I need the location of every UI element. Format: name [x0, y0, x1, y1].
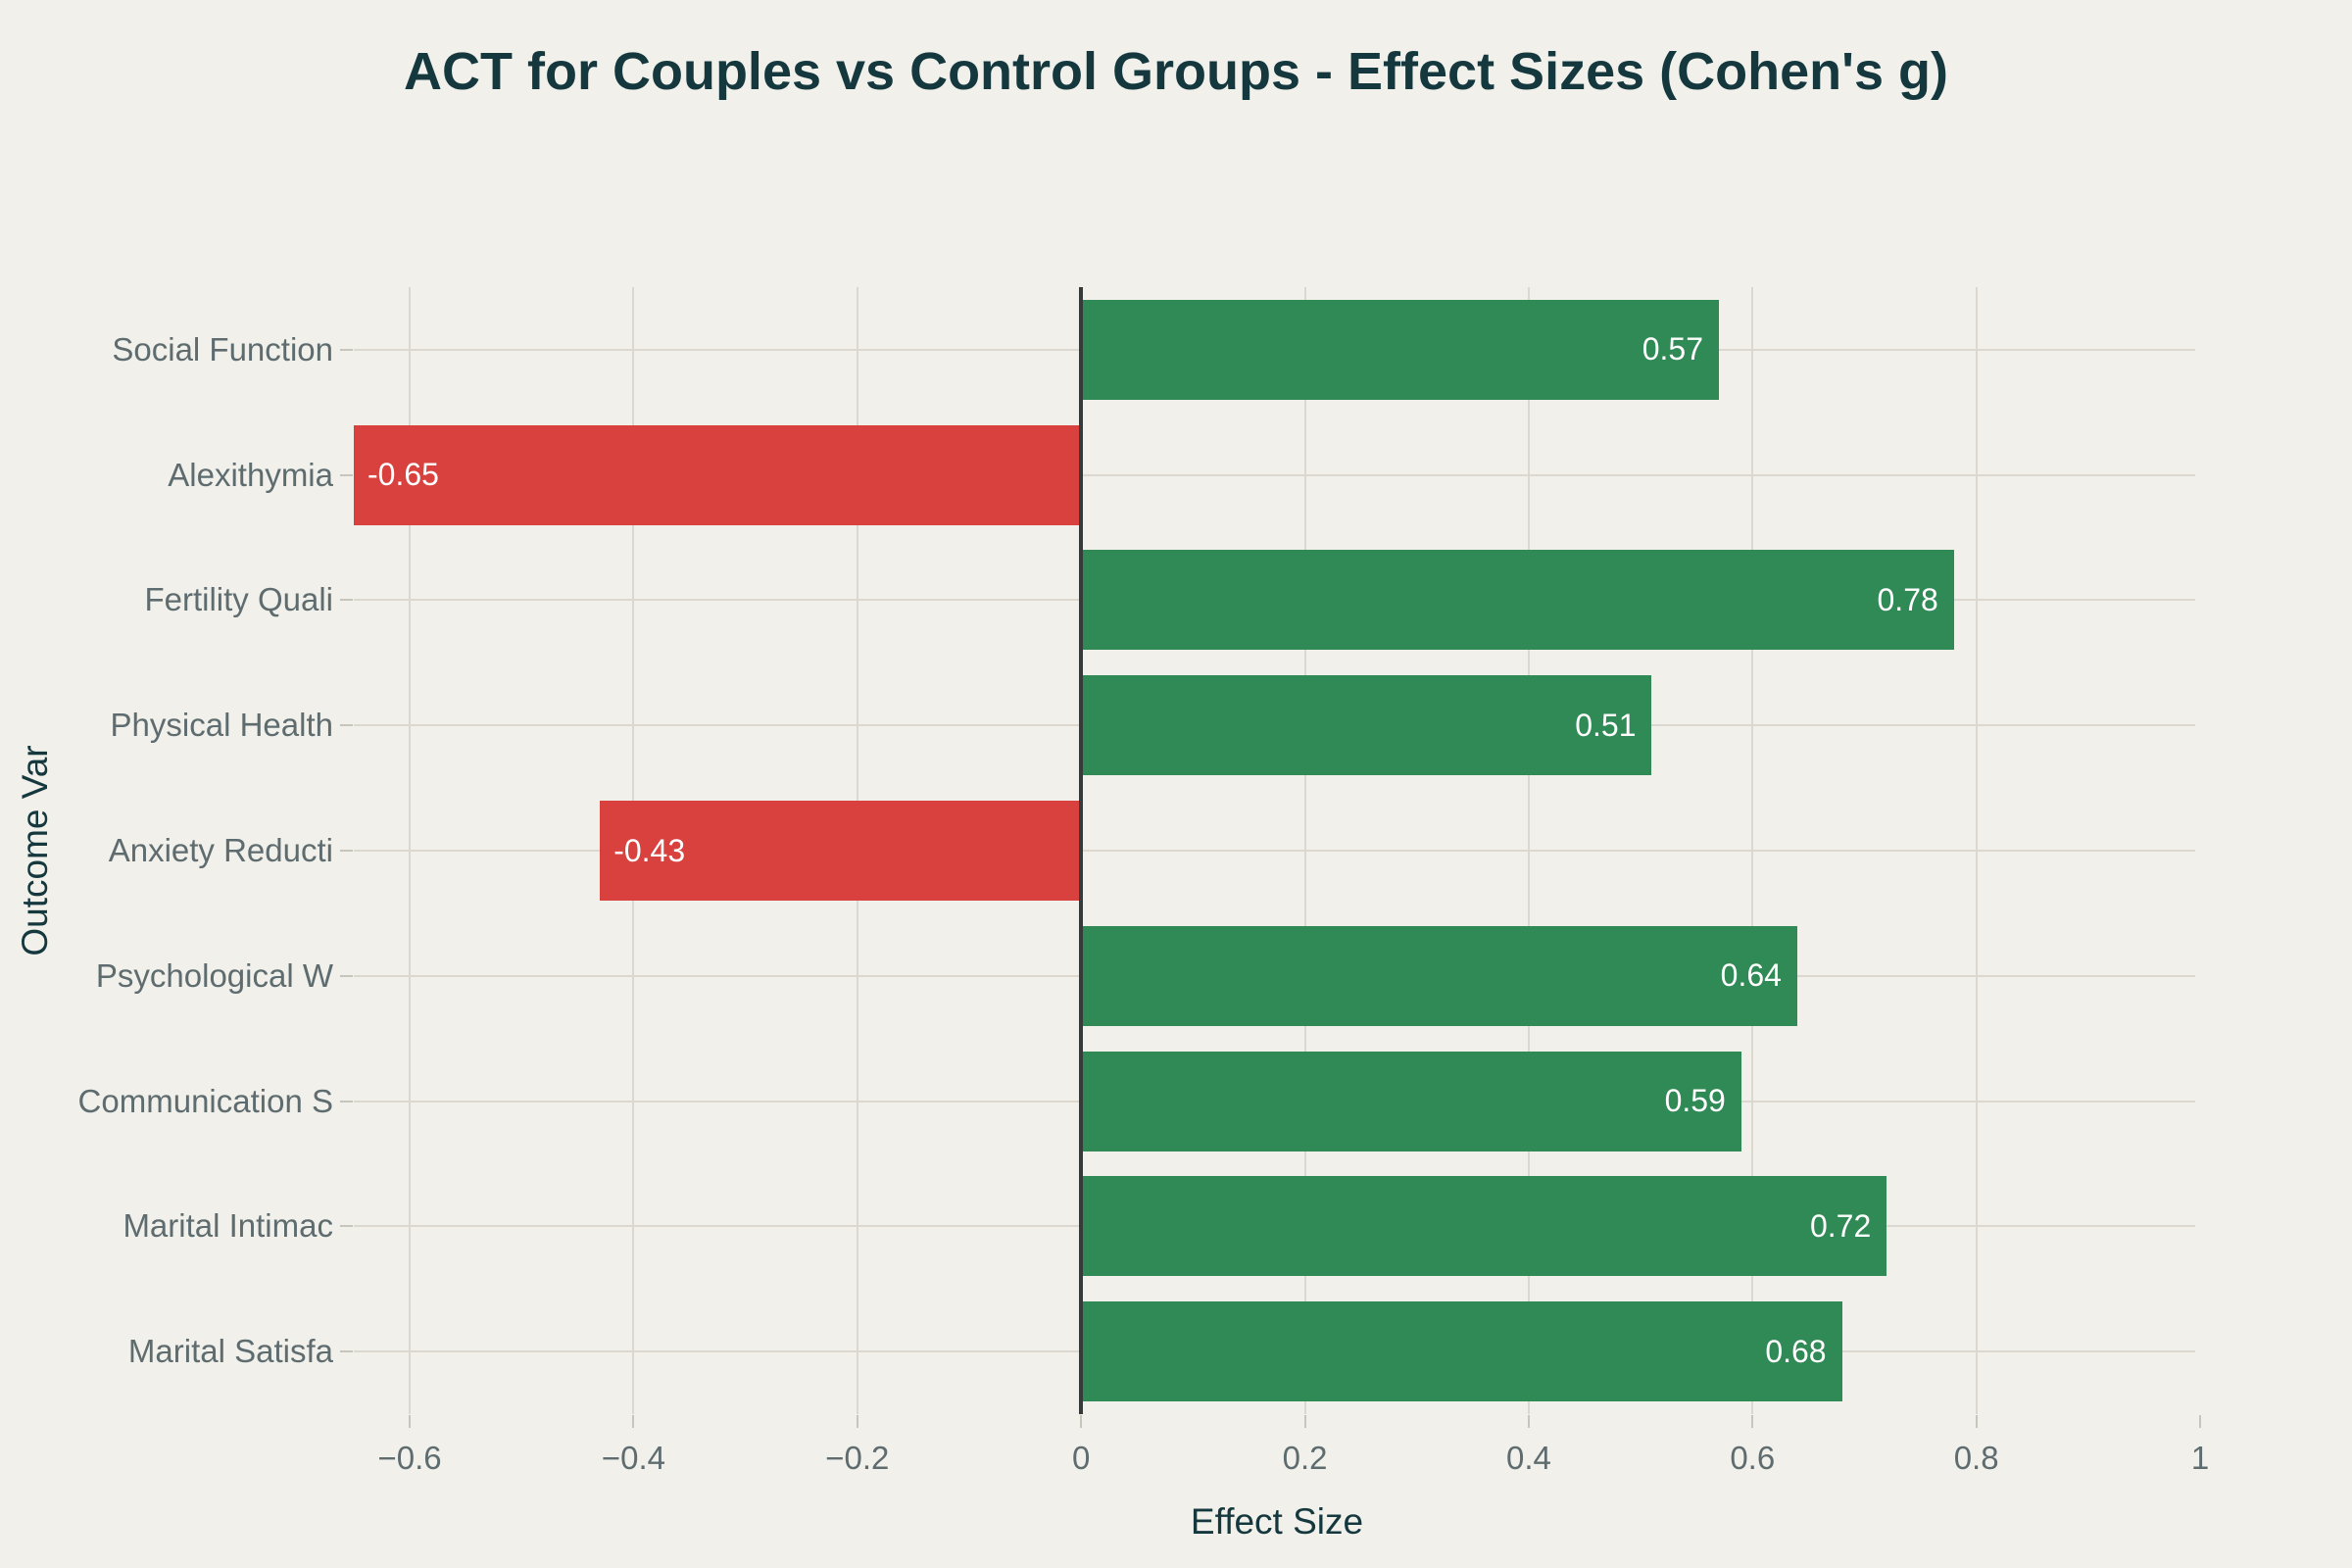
y-tick-mark — [340, 1100, 353, 1102]
y-tick-mark — [340, 348, 353, 351]
gridline-vertical — [1527, 287, 1530, 1414]
bar-psychological-w: 0.64 — [1081, 925, 1797, 1026]
gridline-vertical — [1751, 287, 1754, 1414]
x-tick-mark — [1080, 1415, 1083, 1428]
y-tick-label: Communication S — [77, 1082, 333, 1119]
y-tick-mark — [340, 473, 353, 476]
x-tick-mark — [632, 1415, 635, 1428]
y-tick-mark — [340, 974, 353, 977]
bar-value-label: -0.43 — [613, 832, 686, 868]
x-tick-mark — [856, 1415, 858, 1428]
y-tick-mark — [340, 1350, 353, 1353]
gridline-vertical — [1303, 287, 1306, 1414]
y-tick-mark — [340, 1225, 353, 1228]
y-tick-label: Physical Health — [110, 707, 333, 744]
x-tick-label: 0 — [1071, 1440, 1091, 1476]
x-tick-mark — [409, 1415, 412, 1428]
x-tick-mark — [1751, 1415, 1754, 1428]
y-tick-label: Anxiety Reducti — [108, 832, 333, 868]
gridline-vertical — [409, 287, 412, 1414]
x-tick-label: 0.8 — [1953, 1440, 1999, 1476]
bar-value-label: 0.64 — [1720, 957, 1782, 994]
bar-value-label: 0.68 — [1765, 1333, 1827, 1369]
chart-title: ACT for Couples vs Control Groups - Effe… — [404, 42, 1948, 101]
bar-fertility-quali: 0.78 — [1081, 550, 1954, 651]
y-tick-label: Alexithymia — [168, 456, 333, 493]
bar-value-label: 0.78 — [1877, 581, 1938, 617]
bar-alexithymia: -0.65 — [354, 424, 1082, 525]
x-axis-title: Effect Size — [1190, 1501, 1364, 1542]
x-tick-mark — [2199, 1415, 2201, 1428]
bar-marital-intimac: 0.72 — [1081, 1176, 1887, 1277]
x-tick-label: 1 — [2190, 1440, 2210, 1476]
bar-marital-satisfa: 0.68 — [1081, 1301, 1842, 1402]
x-tick-label: 0.6 — [1730, 1440, 1776, 1476]
x-tick-label: −0.6 — [377, 1440, 442, 1476]
x-tick-label: −0.2 — [825, 1440, 890, 1476]
x-tick-mark — [1527, 1415, 1530, 1428]
y-tick-label: Marital Satisfa — [127, 1333, 333, 1370]
bar-value-label: 0.72 — [1809, 1207, 1872, 1244]
bar-communication-s: 0.59 — [1081, 1051, 1741, 1152]
y-tick-label: Psychological W — [95, 956, 333, 994]
gridline-horizontal — [354, 473, 2195, 476]
bar-value-label: 0.51 — [1575, 707, 1637, 743]
gridline-horizontal — [354, 850, 2195, 852]
bar-anxiety-reducti: -0.43 — [600, 801, 1082, 901]
bar-physical-health: 0.51 — [1081, 675, 1652, 776]
x-tick-mark — [1975, 1415, 1978, 1428]
bar-value-label: -0.65 — [368, 457, 439, 493]
x-tick-label: −0.4 — [601, 1440, 666, 1476]
y-tick-label: Fertility Quali — [144, 581, 333, 618]
bar-value-label: 0.59 — [1664, 1083, 1726, 1119]
x-tick-label: 0.2 — [1282, 1440, 1328, 1476]
bar-social-function: 0.57 — [1081, 299, 1719, 400]
y-tick-label: Marital Intimac — [122, 1207, 333, 1245]
gridline-vertical — [1975, 287, 1978, 1414]
y-tick-mark — [340, 850, 353, 852]
y-tick-mark — [340, 724, 353, 727]
x-tick-mark — [1303, 1415, 1306, 1428]
x-tick-label: 0.4 — [1505, 1440, 1551, 1476]
zero-axis-line — [1079, 287, 1084, 1414]
y-tick-mark — [340, 599, 353, 602]
y-tick-label: Social Function — [112, 330, 333, 368]
bar-value-label: 0.57 — [1642, 331, 1703, 368]
